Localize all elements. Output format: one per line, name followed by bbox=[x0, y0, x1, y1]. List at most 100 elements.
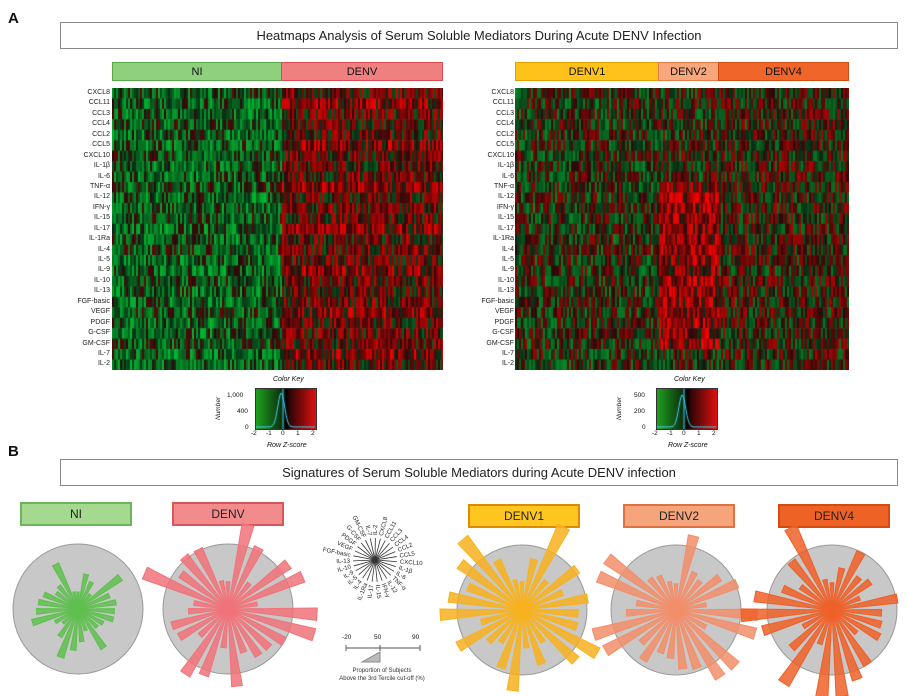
spoke-line bbox=[353, 559, 376, 562]
row-label: FGF-basic bbox=[77, 297, 110, 305]
radial-bar bbox=[61, 608, 79, 625]
radial-bar bbox=[666, 580, 677, 611]
radial-bar bbox=[57, 608, 79, 639]
radial-bar bbox=[69, 608, 79, 651]
spoke-line bbox=[355, 559, 376, 572]
row-label: IL-2 bbox=[97, 360, 110, 368]
spoke-line bbox=[369, 538, 376, 561]
radial-bar bbox=[675, 534, 700, 611]
scale-wedge bbox=[345, 645, 421, 663]
radial-bar bbox=[77, 580, 94, 610]
label-ni: NI bbox=[20, 502, 132, 526]
radial-bar bbox=[784, 524, 833, 611]
xtick: 1 bbox=[697, 430, 701, 437]
spoke-label: IL-15 bbox=[374, 585, 381, 600]
radial-bar bbox=[521, 578, 549, 611]
radial-bar bbox=[512, 578, 523, 611]
radial-bar bbox=[831, 578, 873, 611]
row-label: CXCL10 bbox=[487, 151, 514, 159]
row-label: CCL11 bbox=[88, 99, 110, 107]
radial-bar bbox=[485, 609, 523, 645]
radial-bar bbox=[447, 591, 523, 611]
radial-bar bbox=[220, 608, 229, 649]
row-label: CCL3 bbox=[92, 109, 110, 117]
radial-background bbox=[162, 543, 294, 675]
radial-bar bbox=[760, 609, 833, 637]
row-label: IL-9 bbox=[97, 266, 110, 274]
row-label: G-CSF bbox=[88, 329, 110, 337]
group-header-denv: DENV bbox=[281, 62, 443, 81]
radial-bar bbox=[740, 608, 833, 623]
row-label: IL-12 bbox=[94, 193, 110, 201]
color-key-ylabel: Number bbox=[616, 396, 623, 420]
radial-bar bbox=[625, 608, 677, 617]
radial-bar bbox=[829, 582, 835, 611]
scale-caption: Proportion of Subjects Above the 3rd Ter… bbox=[312, 667, 452, 683]
row-label: IL-1β bbox=[497, 162, 514, 170]
radial-bar bbox=[227, 559, 292, 610]
radial-bar bbox=[56, 584, 79, 610]
radial-bar bbox=[675, 609, 740, 671]
radial-bar bbox=[176, 608, 229, 642]
spoke-line bbox=[353, 559, 376, 567]
radial-bar bbox=[178, 570, 229, 610]
group-label: DENV4 bbox=[813, 509, 854, 523]
spoke-label: IL-17 bbox=[367, 584, 375, 599]
row-label: CXCL10 bbox=[83, 151, 110, 159]
row-label: VEGF bbox=[90, 308, 110, 316]
color-key-left: Color Key Number 1,000 400 0 -2 -1 0 1 2 Row… bbox=[215, 376, 325, 456]
radial-bar bbox=[521, 609, 579, 631]
radial-bar bbox=[77, 599, 117, 610]
row-label: CCL2 bbox=[92, 130, 110, 138]
radial-bar bbox=[831, 609, 859, 636]
ytick: 1,000 bbox=[227, 392, 244, 399]
xtick: -1 bbox=[266, 430, 272, 437]
row-label: IFN-γ bbox=[496, 203, 514, 211]
radial-bar bbox=[816, 609, 833, 646]
row-label: IL-15 bbox=[498, 214, 514, 222]
radial-bar bbox=[141, 566, 229, 610]
group-label: NI bbox=[70, 507, 82, 521]
radial-bar bbox=[521, 564, 581, 611]
xtick: 2 bbox=[311, 430, 315, 437]
radial-bar bbox=[646, 576, 677, 611]
row-label: VEGF bbox=[494, 308, 514, 316]
xtick: 0 bbox=[682, 430, 686, 437]
radial-bar bbox=[72, 591, 79, 610]
spoke-label: IL-1β bbox=[398, 565, 413, 575]
radial-bar bbox=[591, 609, 677, 641]
radial-bar bbox=[53, 608, 79, 625]
radial-bar bbox=[521, 593, 589, 611]
spoke-line bbox=[374, 543, 390, 561]
radial-bar bbox=[655, 574, 677, 611]
spoke-label: IL-6 bbox=[395, 571, 408, 582]
radial-bar bbox=[675, 570, 699, 611]
radial-bar bbox=[831, 595, 862, 611]
spoke-label: IL-9 bbox=[343, 570, 356, 581]
label-denv: DENV bbox=[172, 502, 284, 526]
group-header-denv4: DENV4 bbox=[718, 62, 849, 81]
row-label: PDGF bbox=[90, 318, 110, 326]
row-label: CCL4 bbox=[496, 120, 514, 128]
group-label: DENV2 bbox=[670, 65, 707, 78]
row-label: G-CSF bbox=[492, 329, 514, 337]
radial-bar bbox=[521, 589, 565, 611]
radial-background bbox=[12, 543, 144, 675]
radial-bar bbox=[77, 608, 108, 651]
row-label: IL-12 bbox=[498, 193, 514, 201]
spoke-line bbox=[374, 556, 397, 561]
row-label: FGF-basic bbox=[481, 297, 514, 305]
row-label: CXCL8 bbox=[491, 89, 514, 96]
radial-bar bbox=[227, 608, 243, 688]
spoke-label: CCL11 bbox=[384, 520, 398, 540]
row-label: IL-2 bbox=[501, 360, 514, 368]
row-label: TNF-α bbox=[90, 182, 110, 190]
scale-tick: 90 bbox=[412, 634, 420, 641]
row-label: IL-13 bbox=[94, 287, 110, 295]
spoke-label: FGF-basic bbox=[322, 548, 351, 559]
radial-bar bbox=[193, 546, 229, 610]
scale-tick: -20 bbox=[342, 634, 352, 641]
spoke-line bbox=[354, 550, 376, 561]
row-label: TNF-α bbox=[494, 182, 514, 190]
radial-bar bbox=[635, 599, 677, 611]
